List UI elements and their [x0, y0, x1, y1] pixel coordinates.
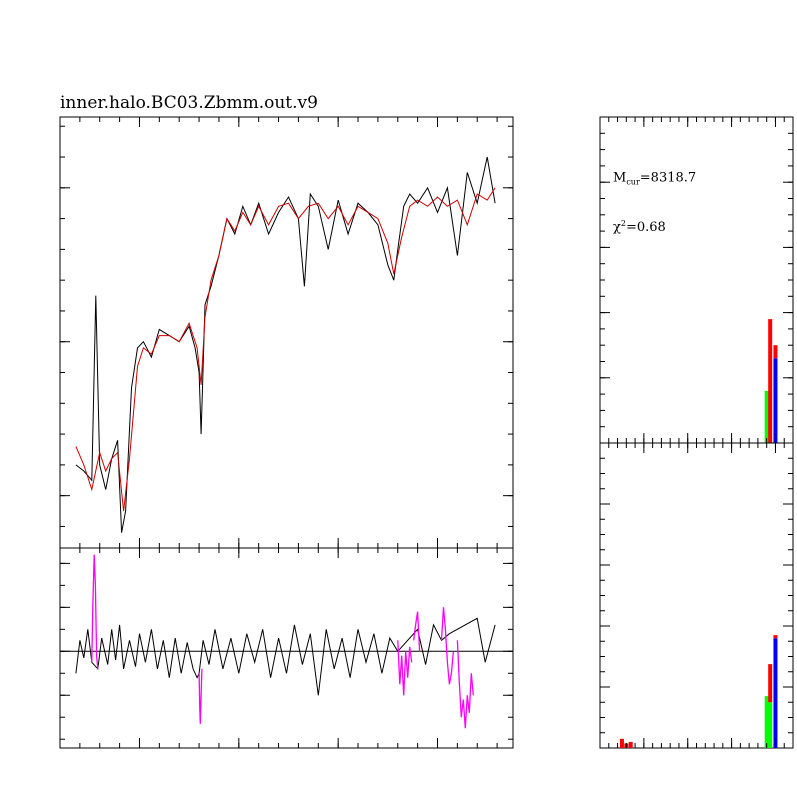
mass-panel: Mcur=8318.7 χ2=0.68: [599, 116, 794, 444]
series-masked-line: [456, 640, 474, 729]
series-masked-line: [198, 668, 203, 724]
spectrum-panel: [59, 116, 514, 549]
annotation-script: cur: [626, 178, 640, 187]
annotation-part: =0.68: [626, 220, 666, 235]
luminosity-panel: [599, 442, 794, 749]
series-observed-line: [75, 156, 496, 533]
annotation-part: χ: [613, 220, 621, 235]
chart-title: inner.halo.BC03.Zbmm.out.v9: [60, 93, 318, 113]
bar-segment: [768, 702, 773, 748]
series-model-line: [75, 187, 496, 512]
series-masked-line: [91, 554, 99, 669]
bar-segment: [768, 664, 773, 703]
bar-segment: [628, 741, 633, 748]
lum-frame: [599, 442, 794, 749]
spectrum-frame: [59, 116, 514, 549]
mass-frame: [599, 116, 794, 444]
bar-segment: [773, 358, 778, 443]
fit-annotation: Mcur=8318.7: [613, 171, 696, 187]
annotation-script: 2: [621, 219, 626, 228]
annotation-part: =8318.7: [640, 171, 696, 186]
bar-segment: [619, 738, 624, 748]
residuals-panel: [59, 547, 514, 749]
series-masked-line: [397, 640, 413, 696]
bar-segment: [773, 638, 778, 748]
bar-segment: [768, 319, 773, 443]
series-residual-line: [75, 617, 496, 696]
residuals-frame: [59, 547, 514, 749]
series-masked-line: [440, 607, 455, 685]
annotation-part: M: [613, 171, 626, 186]
bar-segment: [764, 390, 769, 443]
bar-segment: [773, 635, 778, 639]
bar-segment: [764, 696, 769, 748]
bar-segment: [773, 345, 778, 359]
series-masked-line: [413, 611, 421, 652]
fit-annotation: χ2=0.68: [613, 219, 666, 235]
